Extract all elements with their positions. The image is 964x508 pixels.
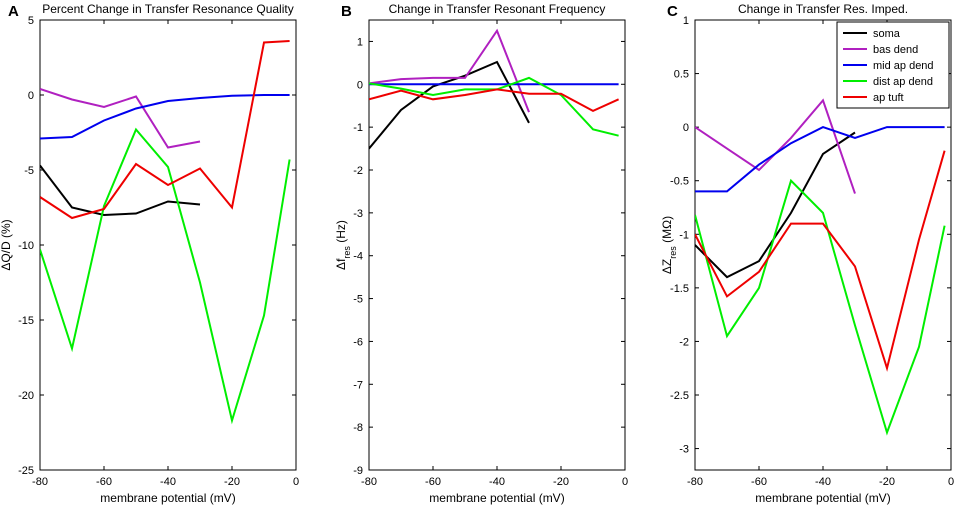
x-tick-label: -60 <box>96 476 112 488</box>
x-tick-label: 0 <box>948 476 954 488</box>
y-tick-label: -2.5 <box>670 390 689 402</box>
panel-a: A Percent Change in Transfer Resonance Qu… <box>0 2 299 505</box>
series-line-ap-tuft <box>695 150 946 372</box>
x-axis-label: membrane potential (mV) <box>755 491 890 505</box>
y-tick-label: -7 <box>353 379 363 391</box>
panel-c: C Change in Transfer Res. Imped. -80 -60 -40… <box>660 2 954 505</box>
y-tick-label: -2 <box>679 336 689 348</box>
series-line-dist-ap-dend <box>40 127 291 425</box>
y-tick-label: 0.5 <box>674 69 689 81</box>
y-tick-label: -25 <box>18 465 34 477</box>
panel-title: Change in Transfer Resonant Frequency <box>389 2 606 16</box>
y-tick-label: -1.5 <box>670 283 689 295</box>
y-tick-label: 0 <box>28 90 34 102</box>
y-axis-label-sub: res <box>668 246 678 259</box>
series-line-dist-ap-dend <box>695 178 946 436</box>
panel-b: B Change in Transfer Resonant Frequency -8… <box>334 2 628 505</box>
series-line-ap-tuft <box>40 40 290 220</box>
series-line-soma <box>369 60 530 150</box>
y-tick-label: -6 <box>353 336 363 348</box>
series-line-bas-dend <box>40 88 201 149</box>
series-line-soma <box>40 164 201 217</box>
legend-label: bas dend <box>873 44 918 56</box>
y-axis-label-sub: res <box>342 246 352 259</box>
y-tick-label: -3 <box>353 208 363 220</box>
legend: soma bas dend mid ap dend dist ap dend ap tu… <box>836 21 950 109</box>
y-tick-label: -20 <box>18 390 34 402</box>
y-axis-label-unit: (MΩ) <box>660 216 674 246</box>
y-axis-label: Δfres (Hz) <box>334 220 352 270</box>
series-line-ap-tuft <box>369 88 620 113</box>
x-tick-label: -60 <box>751 476 767 488</box>
x-tick-label: -60 <box>425 476 441 488</box>
x-tick-label: 0 <box>622 476 628 488</box>
y-axis-label-main: ΔZ <box>660 259 674 274</box>
series-group <box>369 28 620 150</box>
y-tick-label: -8 <box>353 422 363 434</box>
series-group <box>695 98 946 436</box>
y-axis-label: ΔQ/D (%) <box>0 219 13 270</box>
x-tick-label: -80 <box>687 476 703 488</box>
y-tick-label: -10 <box>18 240 34 252</box>
x-tick-label: -40 <box>489 476 505 488</box>
y-tick-label: 1 <box>357 36 363 48</box>
panel-letter: A <box>8 3 19 20</box>
x-tick-label: -20 <box>879 476 895 488</box>
y-tick-label: -1 <box>679 229 689 241</box>
x-tick-label: 0 <box>293 476 299 488</box>
y-axis-label-main: Δf <box>334 258 348 270</box>
y-tick-label: -4 <box>353 251 363 263</box>
y-tick-label: -5 <box>353 294 363 306</box>
y-tick-label: 5 <box>28 15 34 27</box>
x-axis-label: membrane potential (mV) <box>100 491 235 505</box>
y-axis-label-main: ΔQ/D (%) <box>0 219 13 270</box>
y-tick-label: 1 <box>683 15 689 27</box>
legend-label: soma <box>873 28 901 40</box>
y-tick-label: -9 <box>353 465 363 477</box>
series-line-mid-ap-dend <box>695 126 945 193</box>
y-axis-label: ΔZres (MΩ) <box>660 216 678 274</box>
axes-box <box>368 19 626 471</box>
series-group <box>40 40 291 425</box>
series-line-bas-dend <box>695 98 856 194</box>
panel-title: Change in Transfer Res. Imped. <box>738 2 908 16</box>
legend-label: mid ap dend <box>873 60 934 72</box>
y-tick-label: -3 <box>679 444 689 456</box>
legend-label: dist ap dend <box>873 76 933 88</box>
x-tick-label: -40 <box>815 476 831 488</box>
panel-letter: B <box>341 3 352 20</box>
y-tick-label: -5 <box>24 165 34 177</box>
x-tick-label: -20 <box>553 476 569 488</box>
y-tick-label: -0.5 <box>670 176 689 188</box>
y-axis-label-unit: (Hz) <box>334 220 348 246</box>
panel-title: Percent Change in Transfer Resonance Qua… <box>42 2 293 16</box>
y-tick-label: -15 <box>18 315 34 327</box>
series-line-bas-dend <box>369 28 530 113</box>
panel-letter: C <box>667 3 678 20</box>
axes-box <box>39 19 297 471</box>
y-tick-label: 0 <box>357 79 363 91</box>
y-tick-label: -1 <box>353 122 363 134</box>
y-tick-label: 0 <box>683 122 689 134</box>
y-tick-label: -2 <box>353 165 363 177</box>
legend-label: ap tuft <box>873 92 904 104</box>
x-tick-label: -80 <box>361 476 377 488</box>
x-tick-label: -20 <box>224 476 240 488</box>
x-tick-label: -40 <box>160 476 176 488</box>
x-axis-label: membrane potential (mV) <box>429 491 564 505</box>
x-tick-label: -80 <box>32 476 48 488</box>
